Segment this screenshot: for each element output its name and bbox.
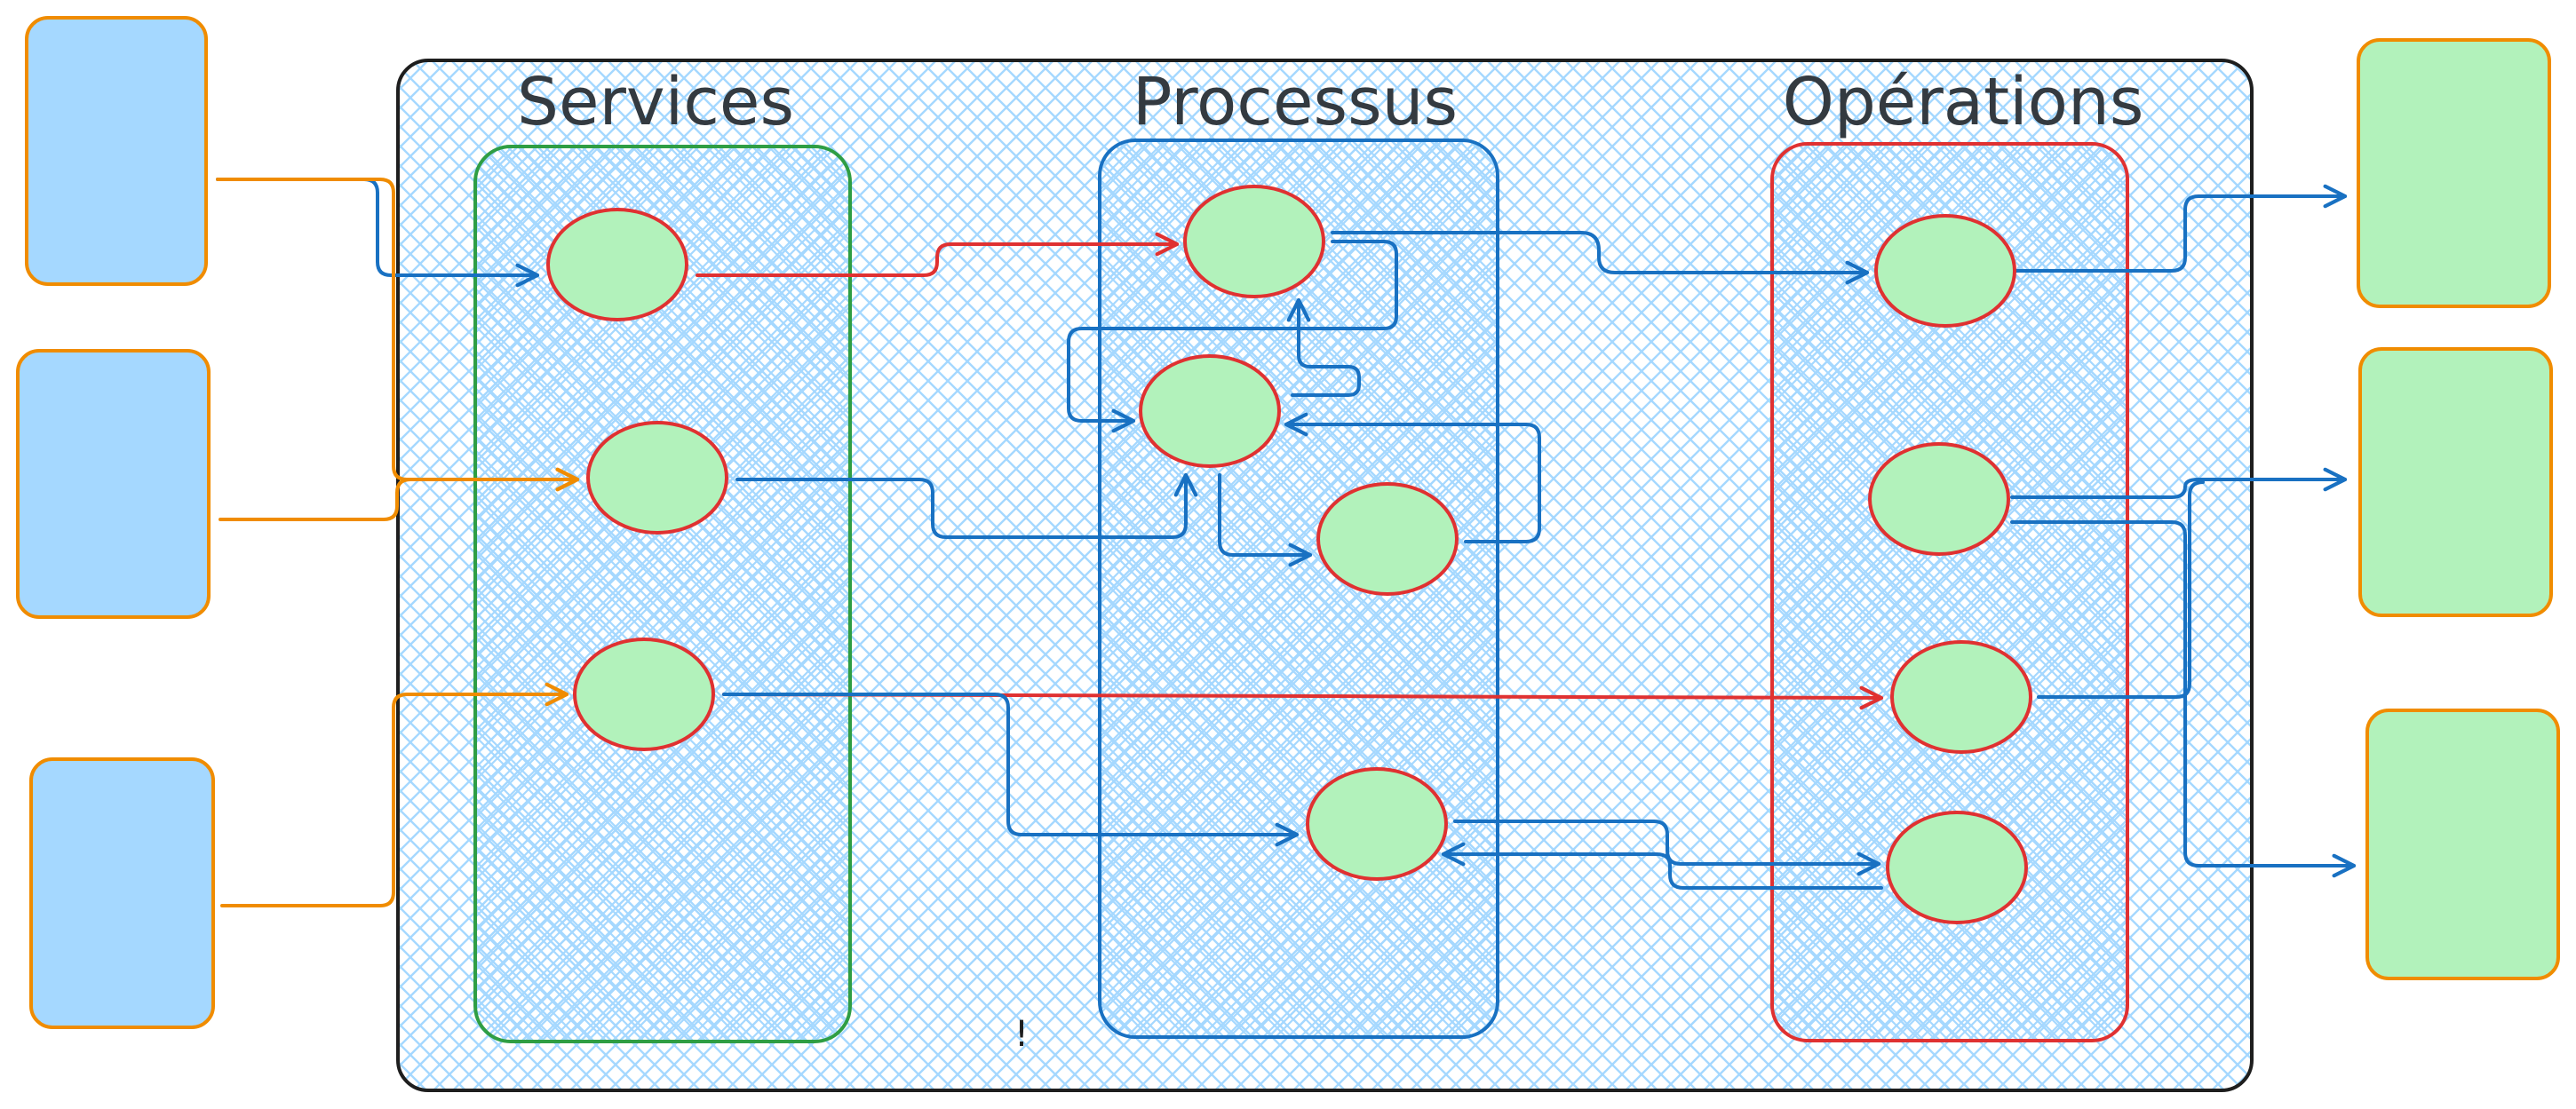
processus-node-4 <box>1306 767 1448 881</box>
operations-node-3 <box>1890 640 2032 754</box>
external-input-3 <box>29 757 215 1029</box>
edge-s1-p1 <box>696 232 1180 277</box>
edge-o3-output2 <box>2037 480 2205 699</box>
external-output-3 <box>2365 709 2560 980</box>
operations-node-4 <box>1886 811 2028 924</box>
service-node-2 <box>586 421 728 535</box>
group-services <box>473 145 852 1043</box>
edge-input2-s2 <box>219 467 580 521</box>
edge-p1-p2 <box>1067 240 1398 433</box>
edge-input1-s2 <box>216 178 580 492</box>
group-operations <box>1770 142 2129 1042</box>
edge-s3-p4 <box>722 693 1300 847</box>
external-output-1 <box>2357 38 2551 308</box>
operations-node-1 <box>1874 214 2016 328</box>
edge-p4-o4 <box>1453 820 1881 876</box>
edge-o4-p4 <box>1441 842 1883 890</box>
group-title-services: Services <box>517 64 794 140</box>
processus-node-1 <box>1183 185 1325 298</box>
external-input-1 <box>25 16 208 286</box>
edge-p1-o1 <box>1331 231 1870 285</box>
processus-node-2 <box>1139 354 1281 468</box>
operations-node-2 <box>1868 442 2010 556</box>
edge-o2-output2 <box>2010 467 2348 499</box>
group-title-operations: Opérations <box>1783 64 2144 140</box>
external-output-2 <box>2358 347 2553 617</box>
edge-s2-p2 <box>735 472 1198 539</box>
exclamation-marker: ! <box>1014 1014 1029 1055</box>
service-node-1 <box>546 208 688 321</box>
edge-p3-p2 <box>1284 412 1541 543</box>
edges <box>216 178 2357 907</box>
external-input-2 <box>16 349 211 619</box>
nodes <box>546 185 2032 924</box>
group-title-processus: Processus <box>1133 64 1458 140</box>
edge-input3-s3 <box>220 682 569 907</box>
processus-node-3 <box>1316 482 1459 596</box>
edge-o1-output1 <box>2015 184 2348 273</box>
edge-p2-p3 <box>1218 473 1313 567</box>
edge-p2-p1 <box>1286 297 1361 397</box>
service-node-3 <box>573 638 715 751</box>
